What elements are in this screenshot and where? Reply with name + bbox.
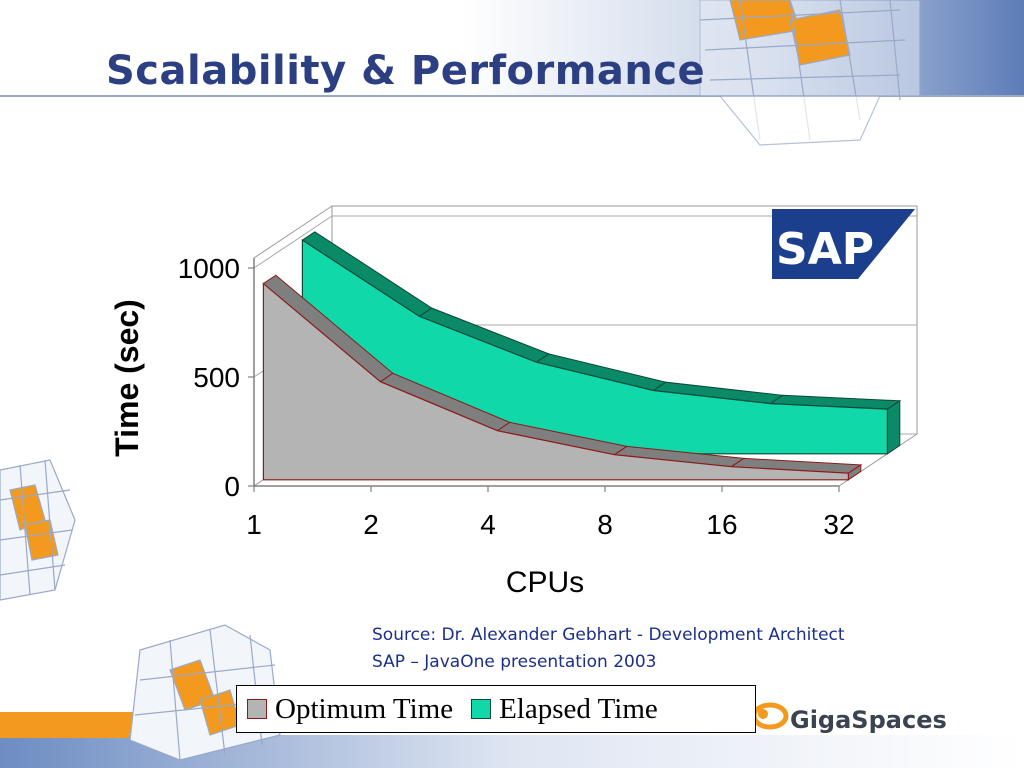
gigaspaces-logo: GigaSpaces: [760, 706, 947, 734]
chart-axes: 1 2 4 8 16 32 0 500 1000 CPUs Time (sec): [109, 253, 855, 599]
x-tick-label: 1: [246, 509, 262, 540]
gigaspaces-logo-text: GigaSpaces: [790, 706, 947, 734]
legend-swatch-optimum: [247, 699, 267, 719]
x-tick-label: 2: [363, 509, 379, 540]
source-line-1: Source: Dr. Alexander Gebhart - Developm…: [372, 625, 845, 645]
sap-logo-icon: SAP: [772, 209, 915, 279]
gridline: [253, 215, 917, 269]
y-tick-label: 1000: [178, 253, 240, 284]
footer-orange-bar: [0, 712, 140, 738]
series-optimum-time: [262, 274, 863, 481]
legend-label-optimum: Optimum Time: [275, 692, 454, 725]
legend-label-elapsed: Elapsed Time: [499, 692, 658, 725]
y-tick-label: 500: [193, 362, 240, 393]
area-end-cap: [886, 399, 901, 455]
slide-title: Scalability & Performance: [106, 48, 706, 94]
x-axis-label: CPUs: [506, 566, 584, 599]
legend-item-optimum: Optimum Time: [247, 693, 453, 726]
x-tick-label: 4: [480, 509, 496, 540]
x-tick-label: 16: [706, 509, 737, 540]
cube-decoration-top-right-icon: [699, 0, 921, 146]
source-line-2: SAP – JavaOne presentation 2003: [372, 652, 657, 672]
x-tick-label: 8: [597, 509, 613, 540]
legend-item-elapsed: Elapsed Time: [471, 693, 658, 726]
y-tick-label: 0: [224, 471, 240, 502]
x-tick-label: 32: [823, 509, 854, 540]
source-note: Source: Dr. Alexander Gebhart - Developm…: [372, 622, 845, 676]
cube-decoration-left-icon: [0, 459, 76, 601]
svg-text:SAP: SAP: [776, 224, 874, 275]
chart-series: [262, 231, 902, 481]
legend-swatch-elapsed: [471, 699, 492, 719]
chart-legend: Optimum Time Elapsed Time: [236, 685, 756, 733]
y-axis-label: Time (sec): [109, 299, 145, 457]
